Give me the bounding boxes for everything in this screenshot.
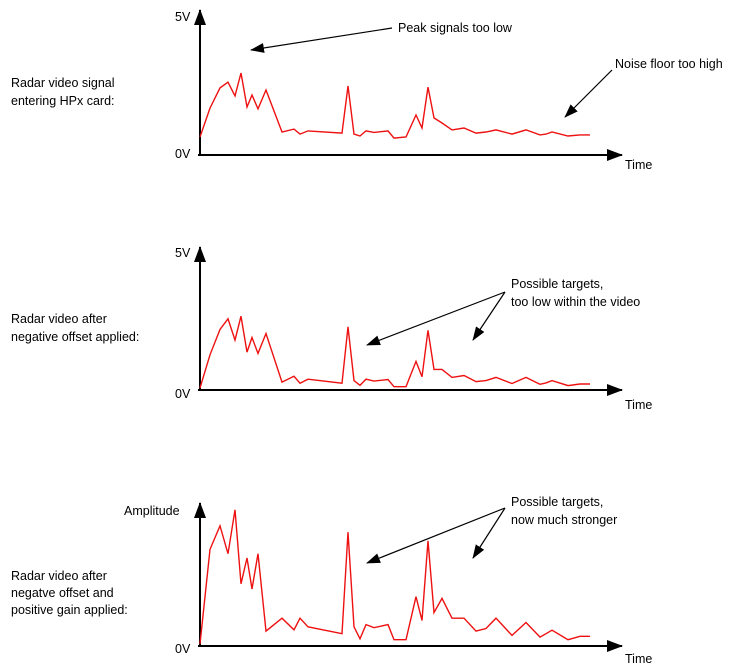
panel-raw-signal-trace [199, 72, 590, 139]
panel-offset-and-gain: Radar video after negatve offset and pos… [11, 495, 652, 664]
panel-offset-signal-trace [199, 316, 590, 389]
panel-raw-description-line-2: entering HPx card: [11, 94, 115, 108]
noise-floor-callout-text: Noise floor too high [615, 57, 723, 71]
targets-strong-callout-line-2: now much stronger [511, 513, 617, 527]
panel-raw-signal: Radar video signal entering HPx card: 5V… [11, 9, 723, 172]
panel-gain-y-max-label: Amplitude [124, 504, 180, 518]
panel-gain-description-line-1: Radar video after [11, 569, 107, 583]
panel-raw-y-min-label: 0V [175, 147, 191, 161]
panel-gain-x-label: Time [625, 652, 652, 664]
panel-offset-y-min-label: 0V [175, 387, 191, 401]
targets-low-callout-line-1: Possible targets, [511, 277, 603, 291]
panel-raw-y-max-label: 5V [175, 10, 191, 24]
panel-gain-description-line-3: positive gain applied: [11, 603, 128, 617]
panel-offset-description-line-2: negative offset applied: [11, 330, 139, 344]
panel-gain-signal-trace [199, 509, 590, 645]
panel-gain-y-min-label: 0V [175, 642, 191, 656]
targets-strong-callout-line-1: Possible targets, [511, 495, 603, 509]
panel-raw-description-line-1: Radar video signal [11, 76, 115, 90]
panel-negative-offset: Radar video after negative offset applie… [11, 246, 652, 412]
targets-low-callout-line-2: too low within the video [511, 295, 640, 309]
noise-floor-pointer-arrow [564, 69, 613, 118]
targets-low-pointer-arrow-1 [366, 291, 506, 346]
peak-low-callout-text: Peak signals too low [398, 21, 513, 35]
targets-low-pointer-arrow-2 [472, 291, 506, 341]
panel-gain-description-line-2: negatve offset and [11, 586, 114, 600]
peak-low-pointer-arrow [250, 27, 393, 53]
targets-strong-pointer-arrow-2 [472, 507, 506, 559]
panel-offset-y-max-label: 5V [175, 246, 191, 260]
targets-strong-pointer-arrow-1 [366, 507, 506, 564]
panel-raw-x-label: Time [625, 158, 652, 172]
panel-offset-x-label: Time [625, 398, 652, 412]
panel-offset-description-line-1: Radar video after [11, 312, 107, 326]
